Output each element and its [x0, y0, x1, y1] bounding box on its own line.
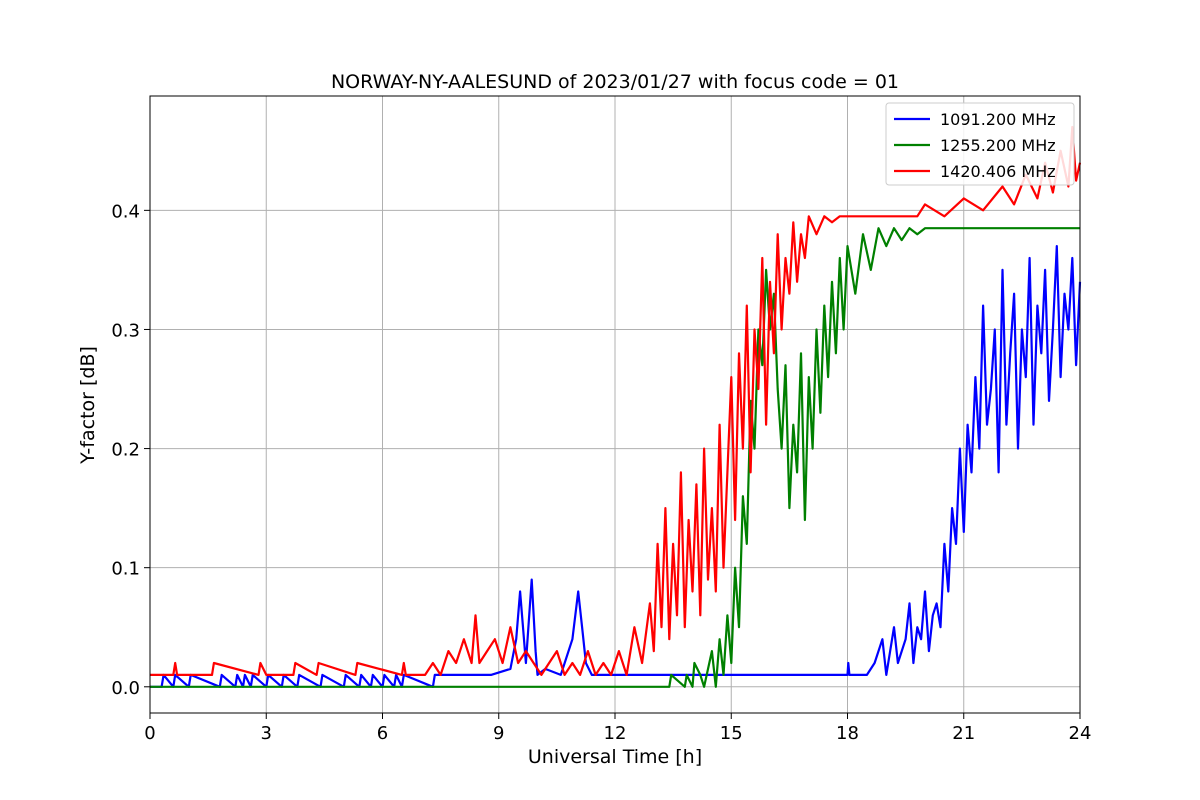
- legend-label-1: 1091.200 MHz: [940, 110, 1056, 129]
- x-tick-label: 9: [493, 723, 504, 744]
- legend-label-2: 1255.200 MHz: [940, 136, 1056, 155]
- legend: 1091.200 MHz 1255.200 MHz 1420.406 MHz: [885, 102, 1075, 186]
- series-line-3: [150, 125, 1082, 677]
- x-tick-label: 15: [720, 723, 743, 744]
- legend-box: [885, 102, 1075, 186]
- y-tick-label: 0.0: [111, 678, 140, 699]
- y-tick-label: 0.3: [111, 320, 140, 341]
- x-tick-label: 0: [144, 723, 155, 744]
- x-axis: 0 3 6 9 12 15 18 21 24: [144, 713, 1091, 744]
- y-tick-label: 0.4: [111, 201, 140, 222]
- chart-title: NORWAY-NY-AALESUND of 2023/01/27 with fo…: [331, 71, 899, 93]
- y-tick-label: 0.1: [111, 559, 140, 580]
- y-axis-label: Y-factor [dB]: [77, 346, 99, 465]
- x-tick-label: 6: [377, 723, 388, 744]
- x-tick-label: 18: [836, 723, 859, 744]
- y-tick-label: 0.2: [111, 440, 140, 461]
- x-tick-label: 21: [952, 723, 975, 744]
- legend-label-3: 1420.406 MHz: [940, 162, 1056, 181]
- x-tick-label: 3: [261, 723, 272, 744]
- series-line-1: [150, 245, 1082, 688]
- x-tick-label: 24: [1069, 723, 1092, 744]
- x-axis-label: Universal Time [h]: [528, 746, 702, 768]
- series-layer: [150, 125, 1082, 688]
- x-tick-label: 12: [604, 723, 627, 744]
- series-line-2: [150, 227, 1080, 688]
- y-axis: 0.0 0.1 0.2 0.3 0.4: [111, 201, 150, 699]
